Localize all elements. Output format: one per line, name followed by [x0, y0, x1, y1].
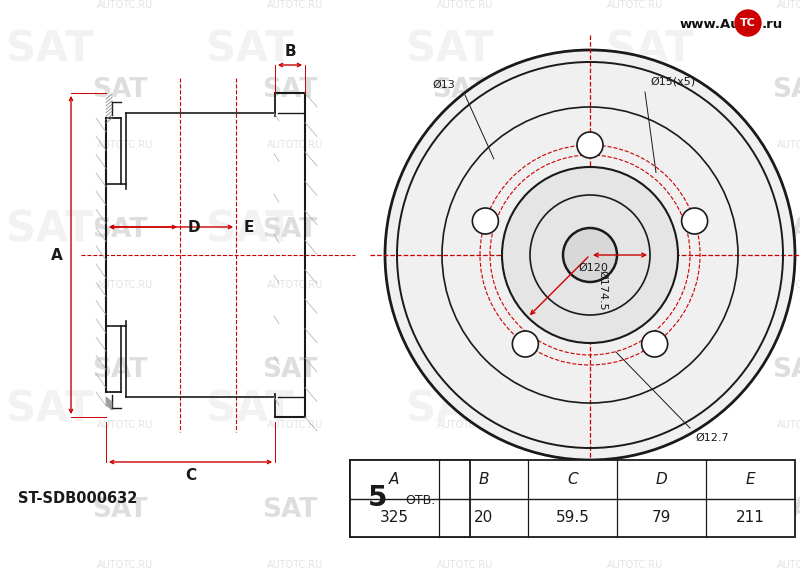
- Text: SAT: SAT: [772, 497, 800, 523]
- Text: AUTOTC.RU: AUTOTC.RU: [607, 140, 663, 150]
- Text: ОТВ.: ОТВ.: [405, 494, 435, 507]
- Text: E: E: [244, 219, 254, 234]
- Text: 5: 5: [368, 485, 388, 512]
- Text: AUTOTC.RU: AUTOTC.RU: [97, 420, 153, 430]
- Text: AUTOTC.RU: AUTOTC.RU: [97, 280, 153, 290]
- Text: 20: 20: [474, 510, 493, 525]
- Text: SAT: SAT: [432, 357, 488, 383]
- Text: SAT: SAT: [406, 29, 494, 71]
- Text: A: A: [51, 248, 63, 262]
- Text: SAT: SAT: [206, 389, 294, 431]
- Text: Ø174.5: Ø174.5: [598, 270, 608, 311]
- Text: C: C: [567, 472, 578, 486]
- Text: AUTOTC.RU: AUTOTC.RU: [267, 140, 323, 150]
- Text: AUTOTC.RU: AUTOTC.RU: [607, 560, 663, 570]
- Text: SAT: SAT: [606, 389, 694, 431]
- Bar: [350, 460, 795, 537]
- Text: AUTOTC.RU: AUTOTC.RU: [777, 560, 800, 570]
- Text: .ru: .ru: [762, 18, 783, 31]
- Text: AUTOTC.RU: AUTOTC.RU: [267, 0, 323, 10]
- Text: AUTOTC.RU: AUTOTC.RU: [607, 0, 663, 10]
- Text: Ø13: Ø13: [432, 80, 455, 90]
- Text: AUTOTC.RU: AUTOTC.RU: [437, 140, 493, 150]
- Text: SAT: SAT: [432, 217, 488, 243]
- Circle shape: [577, 132, 603, 158]
- Text: SAT: SAT: [206, 209, 294, 251]
- Text: SAT: SAT: [406, 389, 494, 431]
- Text: SAT: SAT: [262, 497, 318, 523]
- Text: AUTOTC.RU: AUTOTC.RU: [777, 0, 800, 10]
- Text: SAT: SAT: [206, 29, 294, 71]
- Text: AUTOTC.RU: AUTOTC.RU: [267, 560, 323, 570]
- Text: SAT: SAT: [92, 357, 148, 383]
- Text: 325: 325: [380, 510, 409, 525]
- Text: SAT: SAT: [602, 217, 658, 243]
- Circle shape: [735, 10, 761, 36]
- Text: C: C: [185, 469, 196, 484]
- Text: SAT: SAT: [606, 29, 694, 71]
- Text: SAT: SAT: [262, 217, 318, 243]
- Circle shape: [502, 167, 678, 343]
- Text: SAT: SAT: [432, 77, 488, 103]
- Text: SAT: SAT: [772, 357, 800, 383]
- Text: AUTOTC.RU: AUTOTC.RU: [97, 140, 153, 150]
- Text: SAT: SAT: [92, 217, 148, 243]
- Text: 79: 79: [652, 510, 671, 525]
- Text: SAT: SAT: [606, 209, 694, 251]
- Text: 59.5: 59.5: [555, 510, 590, 525]
- Text: B: B: [284, 44, 296, 58]
- Text: AUTOTC.RU: AUTOTC.RU: [777, 140, 800, 150]
- Text: D: D: [656, 472, 667, 486]
- Text: SAT: SAT: [262, 357, 318, 383]
- Text: AUTOTC.RU: AUTOTC.RU: [437, 0, 493, 10]
- Text: SAT: SAT: [6, 29, 94, 71]
- Bar: [350, 460, 470, 537]
- Text: AUTOTC.RU: AUTOTC.RU: [437, 420, 493, 430]
- Circle shape: [642, 331, 668, 357]
- Text: SAT: SAT: [602, 497, 658, 523]
- Circle shape: [385, 50, 795, 460]
- Text: 211: 211: [736, 510, 765, 525]
- Circle shape: [682, 208, 708, 234]
- Text: AUTOTC.RU: AUTOTC.RU: [607, 280, 663, 290]
- Text: SAT: SAT: [602, 77, 658, 103]
- Text: SAT: SAT: [602, 357, 658, 383]
- Text: SAT: SAT: [406, 209, 494, 251]
- Text: SAT: SAT: [432, 497, 488, 523]
- Text: SAT: SAT: [6, 389, 94, 431]
- Text: AUTOTC.RU: AUTOTC.RU: [777, 420, 800, 430]
- Text: B: B: [478, 472, 489, 486]
- Text: SAT: SAT: [92, 497, 148, 523]
- Text: Ø15(x5): Ø15(x5): [650, 77, 695, 87]
- Text: AUTOTC.RU: AUTOTC.RU: [437, 560, 493, 570]
- Text: ST-SDB000632: ST-SDB000632: [18, 491, 138, 506]
- Text: AUTOTC.RU: AUTOTC.RU: [607, 420, 663, 430]
- Text: SAT: SAT: [262, 77, 318, 103]
- Text: AUTOTC.RU: AUTOTC.RU: [777, 280, 800, 290]
- Circle shape: [563, 228, 617, 282]
- Text: E: E: [746, 472, 755, 486]
- Text: AUTOTC.RU: AUTOTC.RU: [267, 280, 323, 290]
- Text: AUTOTC.RU: AUTOTC.RU: [437, 280, 493, 290]
- Text: SAT: SAT: [6, 209, 94, 251]
- Text: AUTOTC.RU: AUTOTC.RU: [267, 420, 323, 430]
- Text: Ø120: Ø120: [578, 263, 608, 273]
- Text: AUTOTC.RU: AUTOTC.RU: [97, 0, 153, 10]
- Text: SAT: SAT: [772, 217, 800, 243]
- Text: AUTOTC.RU: AUTOTC.RU: [97, 560, 153, 570]
- Text: TC: TC: [740, 18, 756, 28]
- Text: SAT: SAT: [92, 77, 148, 103]
- Text: SAT: SAT: [772, 77, 800, 103]
- Text: Ø12.7: Ø12.7: [695, 433, 729, 443]
- Circle shape: [472, 208, 498, 234]
- Circle shape: [512, 331, 538, 357]
- Text: D: D: [188, 219, 201, 234]
- Text: www.Auto: www.Auto: [680, 18, 756, 31]
- Text: A: A: [390, 472, 400, 486]
